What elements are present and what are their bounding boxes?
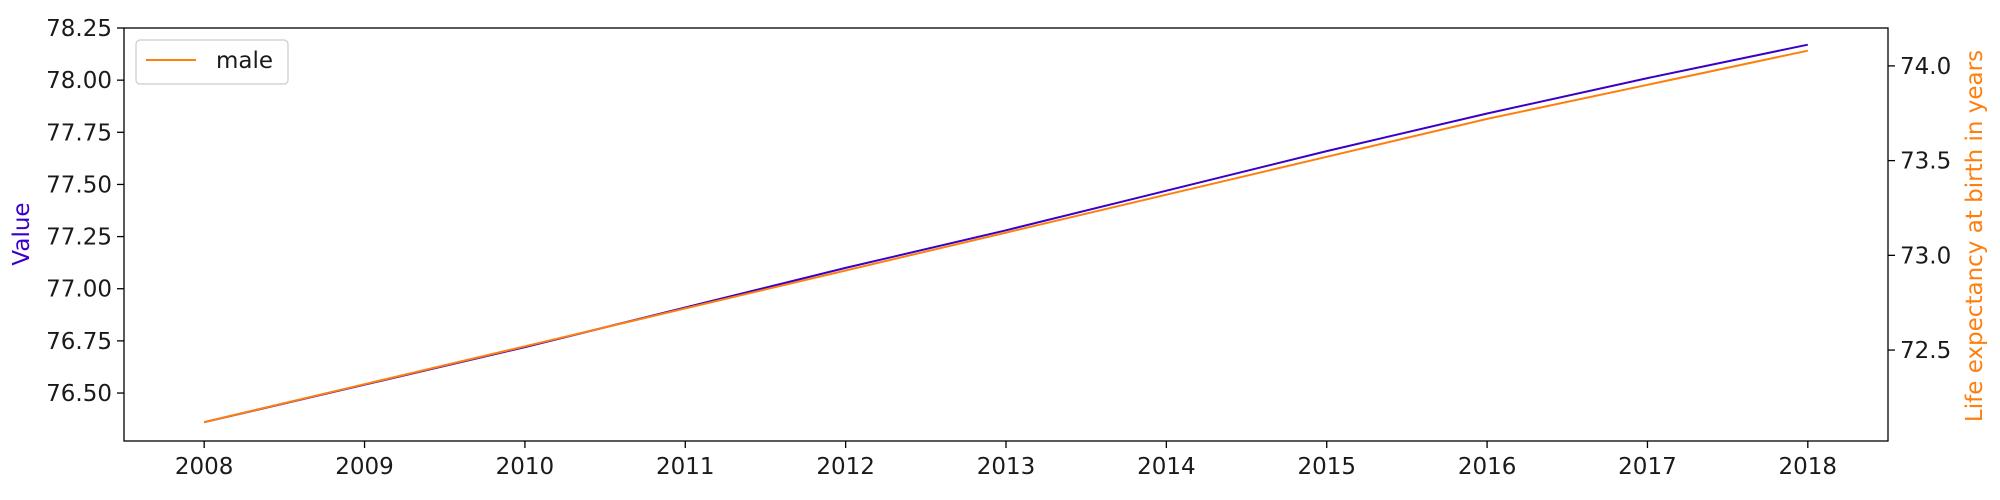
left-y-tick-label: 76.50 [46,381,112,407]
x-tick-label: 2018 [1779,454,1838,480]
x-tick-label: 2017 [1618,454,1677,480]
x-tick-label: 2008 [175,454,234,480]
legend-box [135,39,289,85]
left-y-tick-label: 78.25 [46,16,112,42]
x-tick-label: 2016 [1458,454,1517,480]
left-y-tick-label: 76.75 [46,329,112,355]
x-tick-label: 2014 [1137,454,1196,480]
left-y-axis: 76.50 76.75 77.00 77.25 77.50 77.75 78.00 78.25 [46,16,124,407]
left-y-tick-label: 77.50 [46,172,112,198]
x-tick-label: 2009 [335,454,394,480]
right-y-tick-label: 73.5 [1900,149,1951,175]
series-layer [203,43,1809,424]
legend: male [135,39,289,85]
x-tick-label: 2015 [1297,454,1356,480]
right-y-tick-label: 73.0 [1900,243,1951,269]
x-tick-label: 2011 [656,454,715,480]
right-y-tick-label: 74.0 [1900,54,1951,80]
legend-label-male: male [216,48,273,74]
right-y-axis: 72.5 73.0 73.5 74.0 [1888,54,1951,364]
left-y-axis-label: Value [9,202,35,265]
left-y-tick-label: 77.75 [46,120,112,146]
left-y-tick-label: 77.00 [46,277,112,303]
right-y-tick-label: 72.5 [1900,338,1951,364]
right-y-axis-label: Life expectancy at birth in years [1962,50,1988,422]
series-line-male [203,49,1809,424]
left-y-tick-label: 78.00 [46,68,112,94]
left-y-tick-label: 77.25 [46,225,112,251]
x-tick-label: 2013 [977,454,1036,480]
x-tick-label: 2010 [496,454,555,480]
x-tick-label: 2012 [816,454,875,480]
x-axis: 2008 2009 2010 2011 2012 2013 2014 2015 2016 2017… [175,441,1837,480]
